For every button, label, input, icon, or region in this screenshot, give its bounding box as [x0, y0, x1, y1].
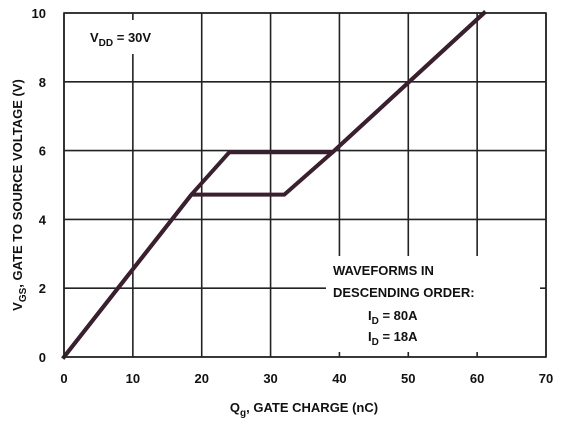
legend-entry-80a: ID = 80A — [368, 308, 418, 327]
x-tick-label: 30 — [263, 371, 277, 386]
y-tick-label: 4 — [39, 212, 47, 227]
y-axis-label: VGS, GATE TO SOURCE VOLTAGE (V) — [10, 79, 29, 311]
y-tick-label: 10 — [32, 6, 46, 21]
series-line-2 — [61, 10, 487, 360]
x-tick-label: 0 — [60, 371, 67, 386]
legend-entry-18a: ID = 18A — [368, 329, 418, 348]
legend-heading-line2: DESCENDING ORDER: — [333, 285, 475, 300]
series-layer — [61, 10, 487, 360]
x-tick-label: 60 — [470, 371, 484, 386]
x-tick-label: 20 — [194, 371, 208, 386]
x-tick-label: 70 — [539, 371, 553, 386]
legend-box — [326, 256, 540, 352]
x-tick-label: 40 — [332, 371, 346, 386]
x-tick-label: 10 — [126, 371, 140, 386]
vdd-annotation-box — [68, 20, 186, 54]
x-tick-label: 50 — [401, 371, 415, 386]
plot-frame — [63, 12, 547, 358]
y-tick-label: 0 — [39, 350, 46, 365]
legend-heading-line1: WAVEFORMS IN — [333, 263, 434, 278]
y-tick-label: 8 — [39, 75, 46, 90]
y-tick-label: 2 — [39, 281, 46, 296]
x-axis-label: Qg, GATE CHARGE (nC) — [230, 400, 378, 419]
vdd-annotation: VDD = 30V — [90, 30, 151, 49]
tick-labels: 0 10 20 30 40 50 60 70 0 2 4 6 8 10 — [32, 6, 554, 386]
y-tick-label: 6 — [39, 144, 46, 159]
